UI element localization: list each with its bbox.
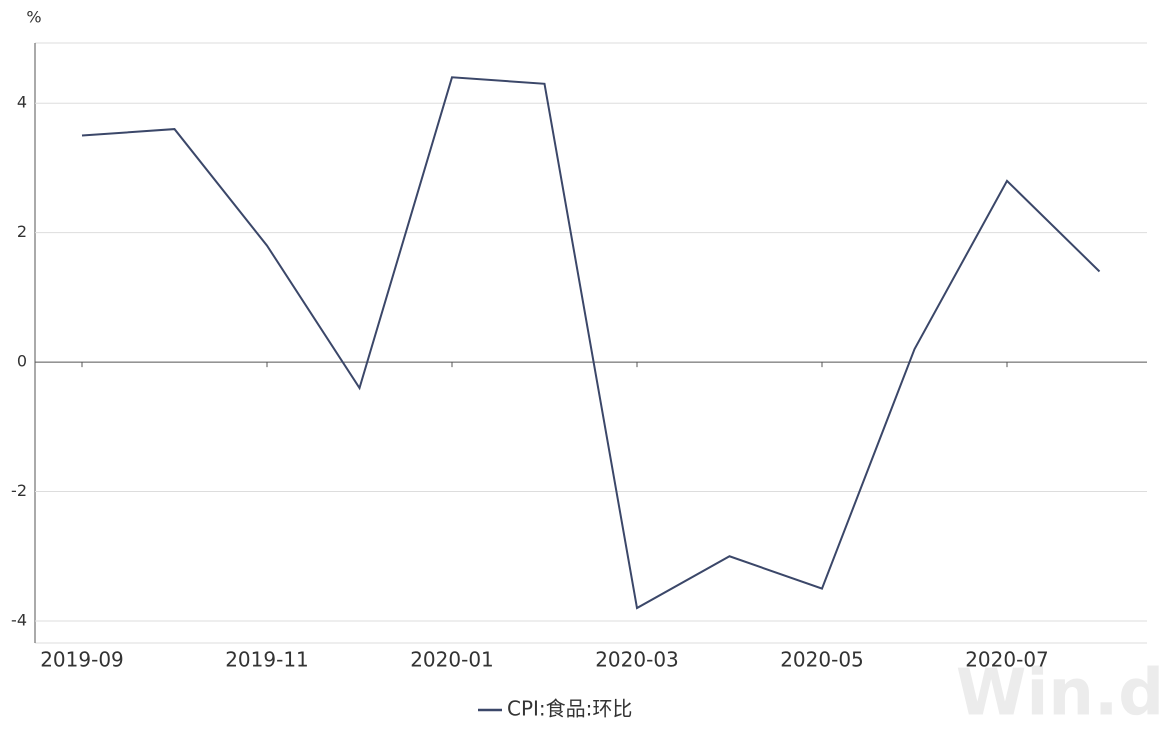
- x-tick-label: 2020-01: [410, 648, 494, 672]
- x-tick-label: 2020-07: [965, 648, 1049, 672]
- line: [81, 76, 1101, 610]
- watermark: Win.d: [956, 657, 1164, 731]
- x-tick-label: 2020-05: [780, 648, 864, 672]
- unit-label: %: [26, 8, 41, 27]
- y-tick-label: 0: [17, 352, 27, 371]
- y-tick-label: -2: [11, 481, 27, 500]
- legend-label: CPI:食品:环比: [507, 697, 632, 721]
- y-tick-label: -4: [11, 610, 27, 629]
- x-tick-label: 2019-11: [225, 648, 309, 672]
- y-tick-label: 4: [17, 93, 27, 112]
- y-tick-label: 2: [17, 222, 27, 241]
- x-tick-label: 2019-09: [40, 648, 124, 672]
- x-tick-label: 2020-03: [595, 648, 679, 672]
